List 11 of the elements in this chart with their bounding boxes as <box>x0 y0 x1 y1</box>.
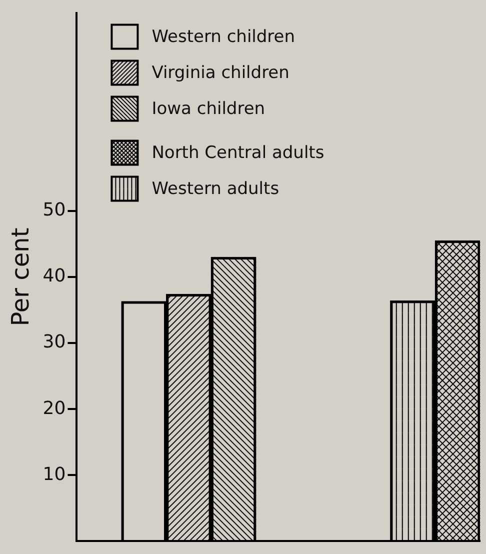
legend-label: Western children <box>152 27 296 48</box>
y-tick-label: 40 <box>42 266 66 287</box>
y-tick-label: 30 <box>42 332 66 353</box>
legend-label: North Central adults <box>152 143 324 164</box>
y-tick-label: 50 <box>42 200 66 221</box>
y-tick-label: 10 <box>42 464 66 485</box>
legend-label: Iowa children <box>152 99 266 120</box>
legend-label: Western adults <box>152 179 280 200</box>
y-tick-label: 20 <box>42 398 66 419</box>
y-axis-title: Per cent <box>6 228 35 326</box>
legend-label: Virginia children <box>152 63 290 84</box>
